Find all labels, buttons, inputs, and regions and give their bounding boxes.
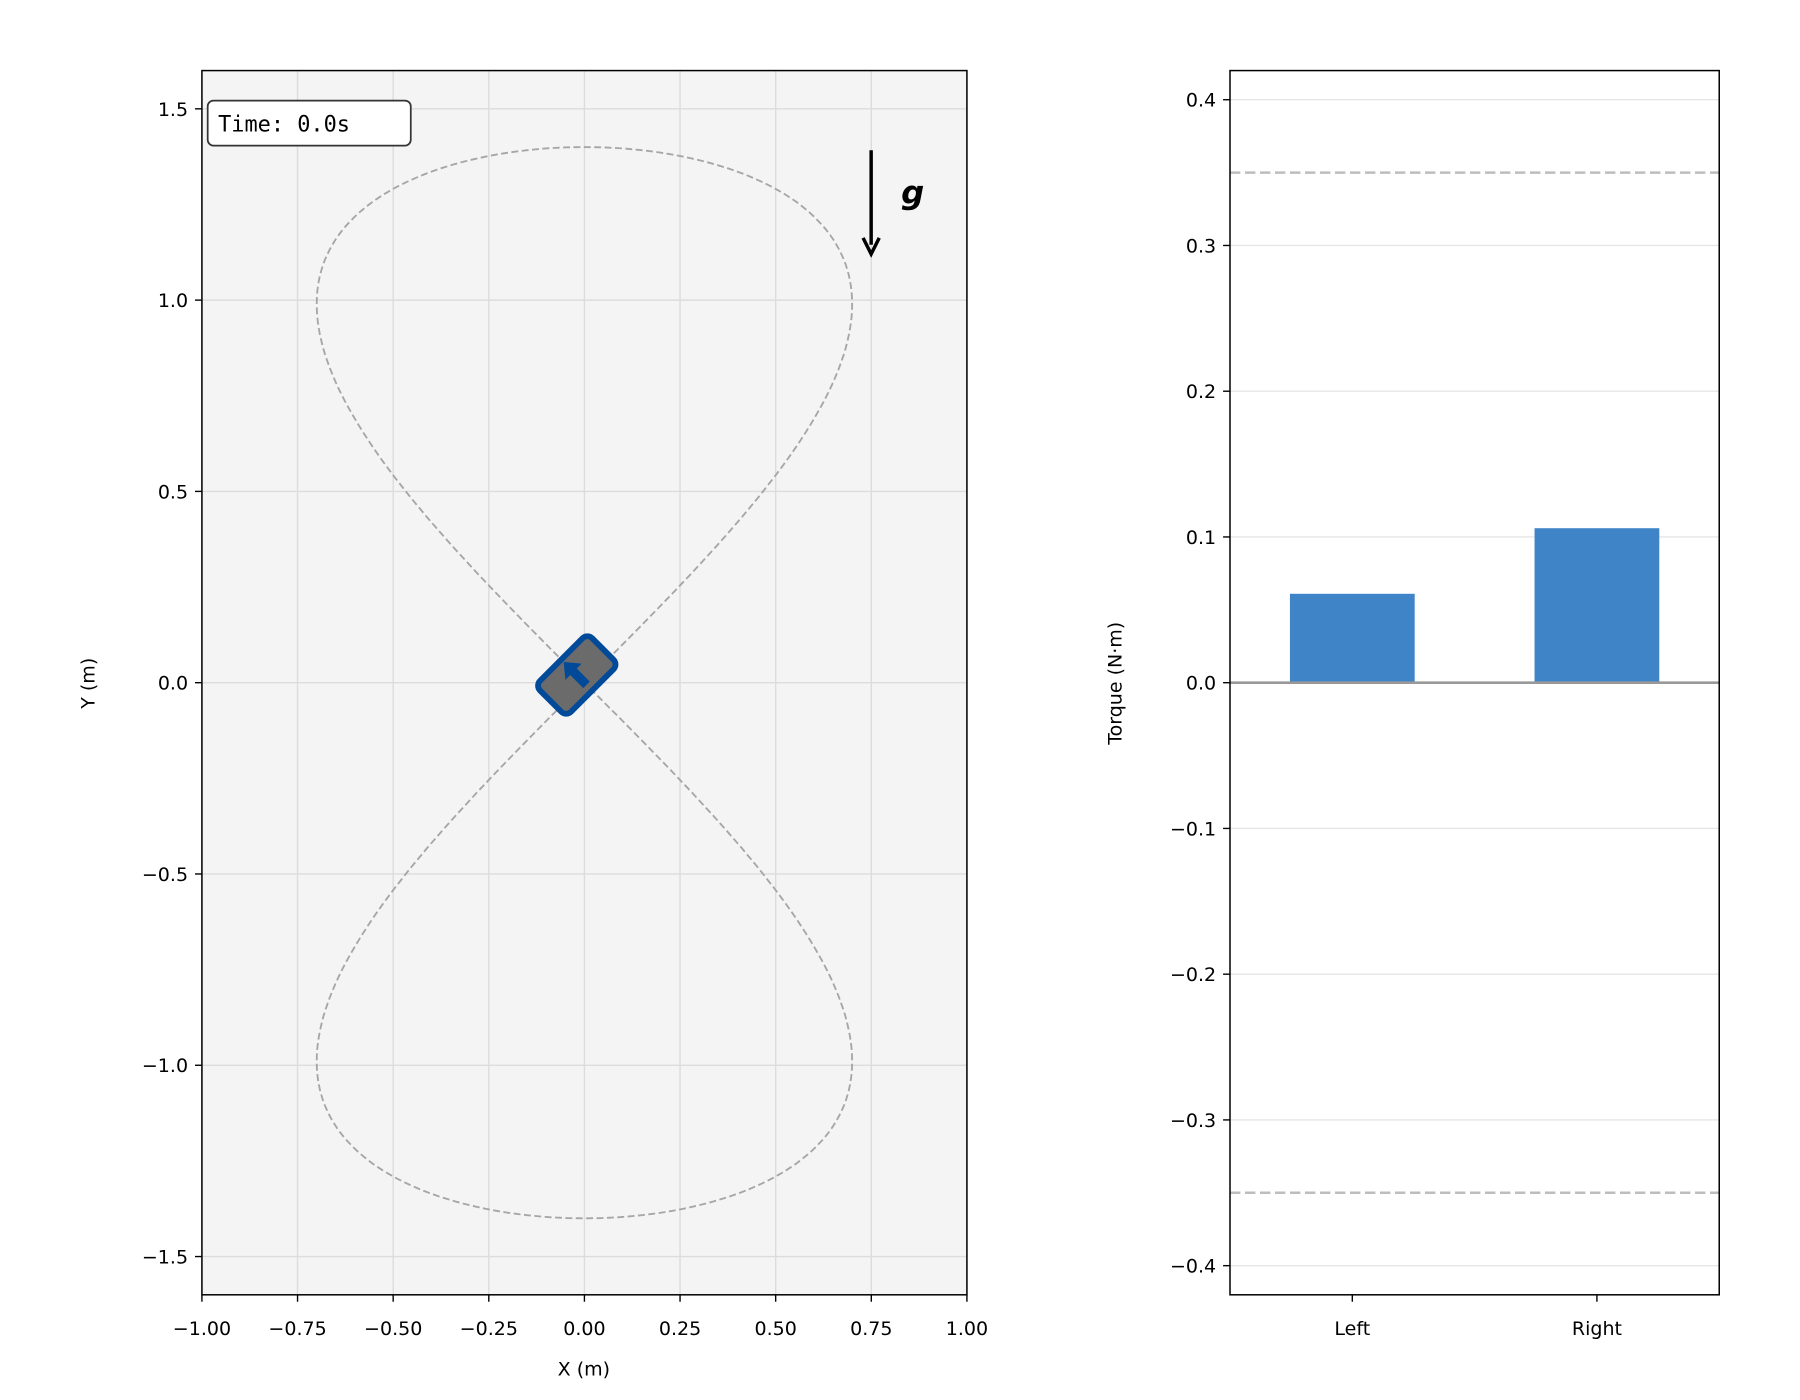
y-tick-label: −0.2 bbox=[1170, 964, 1216, 986]
plot-frame bbox=[201, 69, 968, 1296]
y-tick-label: −0.4 bbox=[1170, 1256, 1216, 1278]
x-tick-label: −1.00 bbox=[173, 1318, 231, 1340]
y-tick-label: −1.0 bbox=[142, 1055, 188, 1077]
y-axis-label: Y (m) bbox=[78, 658, 100, 710]
y-tick-label: −0.5 bbox=[142, 864, 188, 886]
x-tick-label: 0.75 bbox=[850, 1318, 892, 1340]
y-tick-label: 0.5 bbox=[158, 481, 188, 503]
x-axis-label: X (m) bbox=[558, 1359, 610, 1381]
y-tick-label: 0.2 bbox=[1186, 381, 1216, 403]
plot-frame bbox=[1229, 69, 1720, 1296]
y-tick-label: −1.5 bbox=[142, 1246, 188, 1268]
x-tick-label: 0.50 bbox=[755, 1318, 797, 1340]
x-tick-label: 1.00 bbox=[946, 1318, 988, 1340]
trajectory-plot: −1.00 −0.75 −0.50 −0.25 0.00 0.25 0.50 0.75 1.00… bbox=[142, 69, 988, 1340]
x-tick-label: 0.25 bbox=[659, 1318, 701, 1340]
x-tick-label: −0.75 bbox=[268, 1318, 326, 1340]
x-tick-label: 0.00 bbox=[563, 1318, 605, 1340]
gravity-arrow-icon bbox=[861, 150, 881, 258]
y-tick-label: −0.1 bbox=[1170, 818, 1216, 840]
robot bbox=[535, 633, 619, 717]
y-tick-label: 0.0 bbox=[158, 673, 188, 695]
y-tick-label: 0.3 bbox=[1186, 235, 1216, 257]
time-label: Time: 0.0s bbox=[218, 113, 350, 138]
gravity-label: g bbox=[901, 173, 924, 211]
torque-bar-right bbox=[1534, 528, 1660, 683]
torque-bar-left bbox=[1289, 593, 1415, 683]
x-tick-label: Left bbox=[1334, 1318, 1370, 1340]
heading-arrow-icon bbox=[563, 661, 590, 689]
time-box: Time: 0.0s bbox=[206, 99, 412, 147]
y-tick-label: 0.4 bbox=[1186, 90, 1216, 112]
torque-axis-label: Torque (N·m) bbox=[1105, 622, 1127, 746]
x-tick-label: −0.25 bbox=[460, 1318, 518, 1340]
y-tick-label: 0.0 bbox=[1186, 673, 1216, 695]
torque-bar-chart: −0.4 −0.3 −0.2 −0.1 0.0 0.1 0.2 0.3 0.4 Left Right bbox=[1170, 69, 1720, 1340]
y-tick-label: 0.1 bbox=[1186, 527, 1216, 549]
x-tick-label: Right bbox=[1572, 1318, 1622, 1340]
y-tick-label: 1.0 bbox=[158, 290, 188, 312]
x-tick-label: −0.50 bbox=[364, 1318, 422, 1340]
y-tick-label: −0.3 bbox=[1170, 1110, 1216, 1132]
y-tick-label: 1.5 bbox=[158, 99, 188, 121]
